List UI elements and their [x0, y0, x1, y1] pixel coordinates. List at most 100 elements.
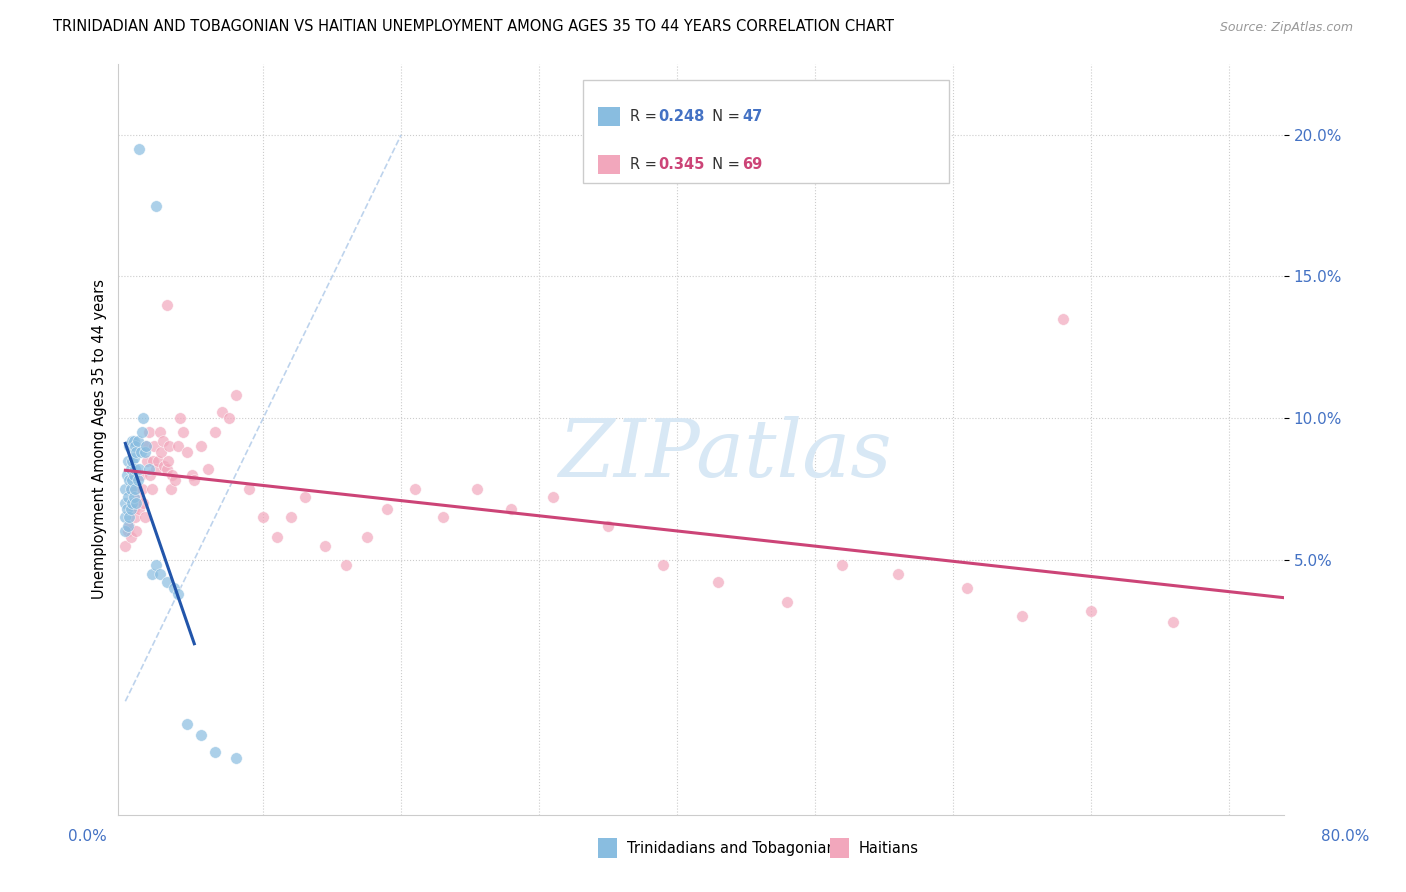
Text: 0.345: 0.345: [658, 157, 704, 172]
Point: [160, 467, 183, 482]
Point: [124, 510, 146, 524]
Point: [145, 558, 167, 573]
Point: [114, 496, 136, 510]
Text: R =: R =: [630, 157, 661, 172]
Point: [169, 411, 191, 425]
Point: [125, 524, 148, 539]
Point: [1080, 604, 1102, 618]
Point: [115, 501, 138, 516]
Point: [129, 445, 152, 459]
Point: [404, 482, 426, 496]
Point: [129, 467, 152, 482]
Point: [125, 496, 148, 510]
Point: [128, 501, 150, 516]
Point: [120, 482, 142, 496]
Point: [134, 445, 156, 459]
Point: [117, 524, 139, 539]
Point: [138, 425, 160, 440]
Text: 47: 47: [742, 109, 762, 124]
Point: [114, 539, 136, 553]
Point: [190, 728, 212, 742]
Point: [1163, 615, 1185, 629]
Point: [166, 439, 188, 453]
Point: [128, 462, 150, 476]
Point: [132, 496, 155, 510]
Point: [118, 474, 141, 488]
Point: [121, 434, 143, 448]
Point: [160, 482, 183, 496]
Point: [197, 462, 219, 476]
Point: [596, 518, 619, 533]
Point: [142, 453, 165, 467]
Point: [138, 462, 160, 476]
Point: [125, 445, 148, 459]
Point: [166, 587, 188, 601]
Point: [149, 425, 172, 440]
Y-axis label: Unemployment Among Ages 35 to 44 years: Unemployment Among Ages 35 to 44 years: [93, 279, 107, 599]
Point: [122, 501, 145, 516]
Point: [121, 482, 143, 496]
Point: [127, 474, 149, 488]
Point: [124, 462, 146, 476]
Point: [776, 595, 799, 609]
Point: [218, 411, 240, 425]
Point: [115, 467, 138, 482]
Point: [157, 453, 180, 467]
Point: [180, 467, 202, 482]
Text: N =: N =: [703, 109, 745, 124]
Point: [375, 501, 398, 516]
Point: [1011, 609, 1033, 624]
Point: [122, 491, 145, 505]
Point: [120, 462, 142, 476]
Point: [120, 501, 142, 516]
Point: [225, 388, 247, 402]
Point: [136, 453, 159, 467]
Point: [156, 462, 179, 476]
Point: [225, 751, 247, 765]
Point: [172, 425, 194, 440]
Point: [156, 298, 179, 312]
Point: [145, 199, 167, 213]
Point: [831, 558, 853, 573]
Point: [121, 496, 143, 510]
Text: N =: N =: [703, 157, 745, 172]
Point: [190, 439, 212, 453]
Point: [176, 445, 198, 459]
Point: [114, 524, 136, 539]
Point: [176, 717, 198, 731]
Point: [143, 439, 166, 453]
Point: [886, 566, 908, 581]
Point: [356, 530, 378, 544]
Point: [156, 575, 179, 590]
Point: [122, 450, 145, 465]
Point: [124, 439, 146, 453]
Point: [114, 482, 136, 496]
Text: 0.248: 0.248: [658, 109, 704, 124]
Point: [149, 566, 172, 581]
Point: [432, 510, 454, 524]
Point: [204, 745, 226, 759]
Point: [118, 518, 141, 533]
Point: [163, 474, 186, 488]
Point: [162, 581, 184, 595]
Point: [148, 453, 170, 467]
Point: [131, 482, 153, 496]
Text: Haitians: Haitians: [859, 841, 920, 855]
Point: [128, 142, 150, 156]
Text: Trinidadians and Tobagonians: Trinidadians and Tobagonians: [627, 841, 844, 855]
Text: 80.0%: 80.0%: [1322, 830, 1369, 844]
Point: [1052, 312, 1074, 326]
Point: [135, 439, 157, 453]
Point: [124, 482, 146, 496]
Point: [183, 474, 205, 488]
Text: 69: 69: [742, 157, 762, 172]
Point: [211, 405, 233, 419]
Text: TRINIDADIAN AND TOBAGONIAN VS HAITIAN UNEMPLOYMENT AMONG AGES 35 TO 44 YEARS COR: TRINIDADIAN AND TOBAGONIAN VS HAITIAN UN…: [53, 20, 894, 34]
Point: [122, 434, 145, 448]
Point: [127, 434, 149, 448]
Point: [139, 467, 162, 482]
Point: [117, 518, 139, 533]
Point: [159, 439, 181, 453]
Point: [335, 558, 357, 573]
Point: [465, 482, 488, 496]
